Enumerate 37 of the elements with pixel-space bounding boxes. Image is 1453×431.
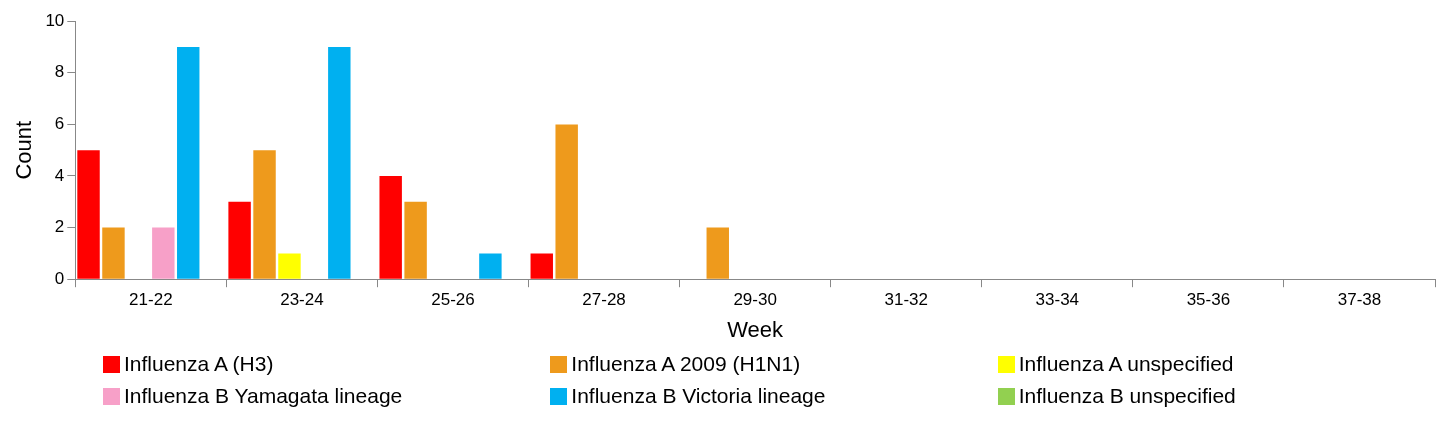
y-axis-title: Count [11,120,37,180]
legend-label: Influenza B Victoria lineage [571,384,826,408]
bar [479,253,502,279]
bar [379,176,402,279]
bar [404,201,427,279]
bar [328,47,351,279]
x-tick-label: 27-28 [582,290,626,310]
legend-label: Influenza A (H3) [124,352,274,376]
bar [253,150,276,279]
x-tick-label: 25-26 [431,290,475,310]
x-tick-label: 31-32 [884,290,928,310]
bar [152,227,175,279]
bar [177,47,200,279]
x-tick-label: 21-22 [129,290,173,310]
x-tick-label: 33-34 [1035,290,1080,310]
y-tick-label: 2 [54,217,65,237]
bar [555,124,578,279]
y-tick-label: 10 [45,10,65,30]
legend-label: Influenza B Yamagata lineage [124,384,403,408]
legend-label: Influenza B unspecified [1018,384,1236,408]
x-tick-label: 37-38 [1337,290,1382,310]
x-axis-title: Week [727,316,785,342]
bar [77,150,100,279]
y-tick-label: 0 [54,268,65,288]
y-tick-label: 4 [54,165,65,185]
x-tick-label: 35-36 [1186,290,1231,310]
legend-label: Influenza A 2009 (H1N1) [571,352,801,376]
x-tick-label: 29-30 [733,290,777,310]
x-tick-label: 23-24 [280,290,324,310]
bar [228,201,251,279]
bar [278,253,301,279]
y-tick-label: 6 [54,114,65,134]
bar [530,253,553,279]
bar [706,227,729,279]
y-tick-label: 8 [54,62,65,82]
bar [102,227,125,279]
legend-label: Influenza A unspecified [1018,352,1234,376]
